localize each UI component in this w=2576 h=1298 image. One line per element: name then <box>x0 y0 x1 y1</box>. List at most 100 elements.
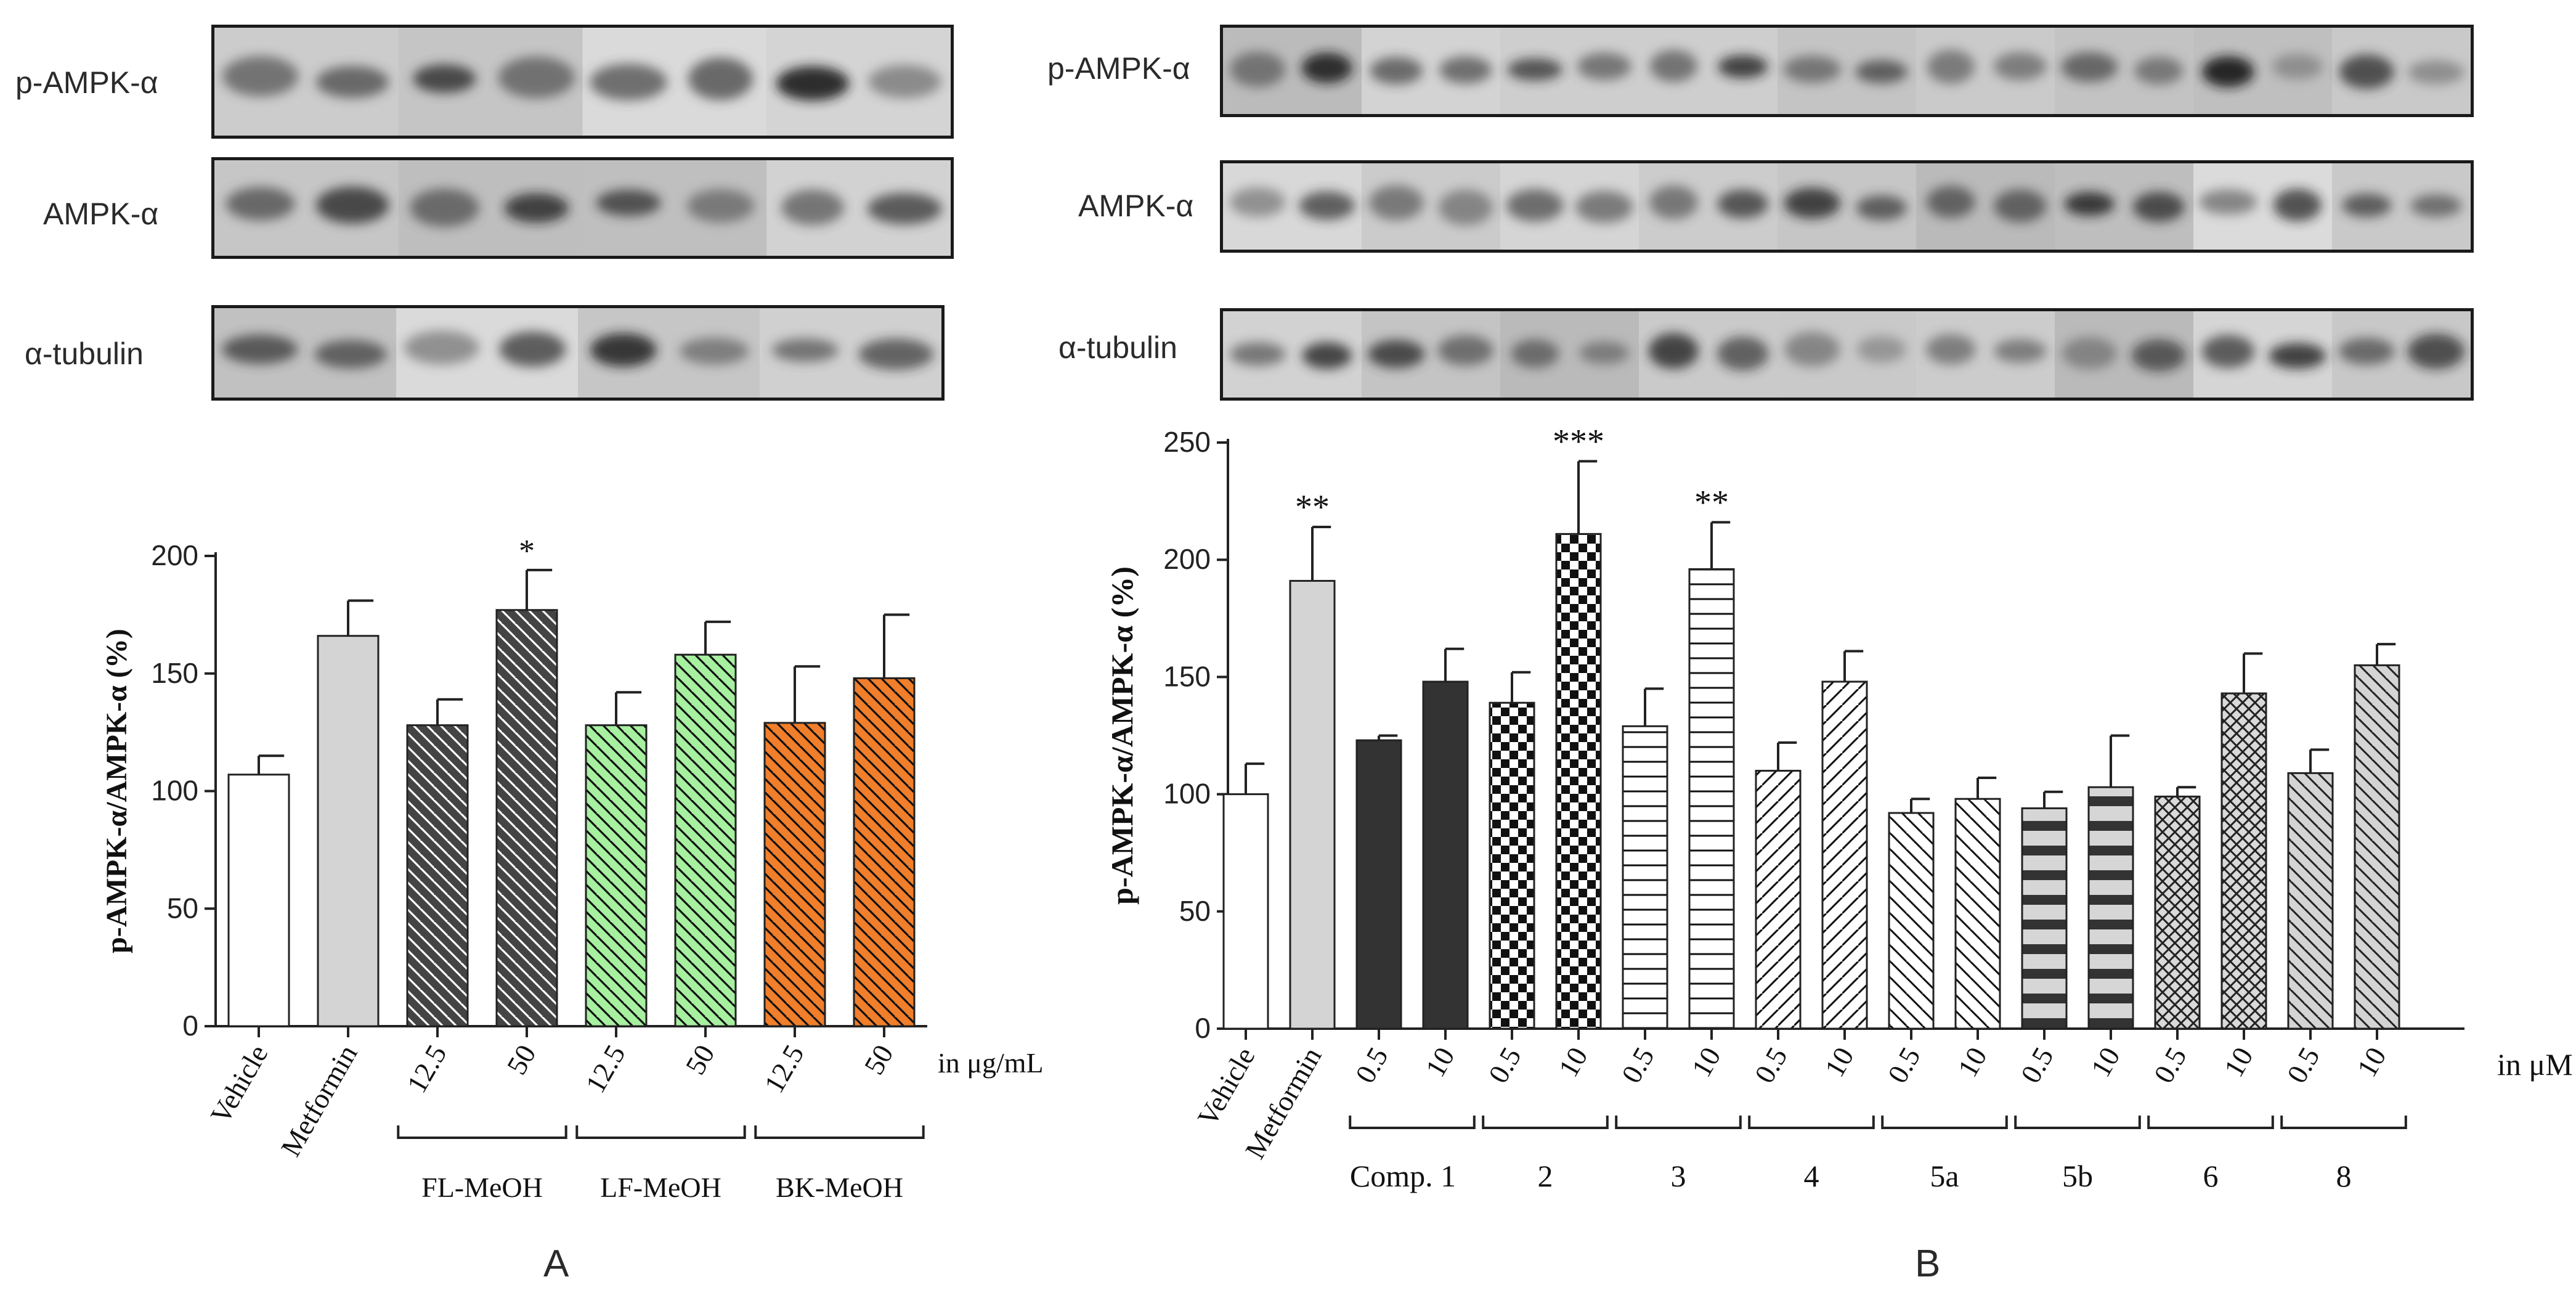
blot-bands <box>1223 163 2471 250</box>
x-tick-label: 0.5 <box>2148 1042 2193 1088</box>
bar <box>317 635 380 1027</box>
blot-band <box>1926 186 1975 218</box>
group-label: 4 <box>1804 1159 1819 1193</box>
blot-band <box>2339 54 2394 89</box>
group-bracket <box>397 1125 567 1139</box>
blot-band <box>1577 52 1631 80</box>
blot-label-a-tubulin: α-tubulin <box>25 337 144 371</box>
group-label: 5a <box>1930 1159 1959 1193</box>
blot-band <box>1230 342 1286 366</box>
blot-band <box>1856 195 1907 221</box>
x-tick-label: 50 <box>858 1040 899 1080</box>
significance-label: * <box>519 534 535 569</box>
group-label: LF-MeOH <box>600 1172 721 1203</box>
x-tick-label: 0.5 <box>1749 1042 1794 1088</box>
y-axis-label: p-AMPK-α/AMPK-α (%) <box>1105 566 1139 905</box>
bar <box>2354 664 2400 1030</box>
x-tick-label: 12.5 <box>579 1040 631 1098</box>
blot-band <box>781 189 844 226</box>
blot-band <box>410 189 479 227</box>
x-tick-label: Vehicle <box>205 1040 274 1129</box>
blot-band <box>1925 334 1976 365</box>
blot-band <box>1437 335 1494 366</box>
blot-band <box>2199 189 2257 215</box>
blot-band <box>2201 56 2254 88</box>
blot-band <box>688 57 754 100</box>
bar <box>674 653 737 1027</box>
blot-band <box>590 63 667 100</box>
western-blot-a-tubulin <box>211 305 945 401</box>
blot-band <box>498 56 575 99</box>
western-blot-a-pampk <box>211 25 954 139</box>
bar <box>2220 692 2267 1030</box>
western-blot-b-tubulin <box>1220 308 2474 401</box>
y-tick-label: 150 <box>151 657 198 689</box>
blot-band <box>1855 60 1908 84</box>
blot-band <box>1506 189 1564 222</box>
group-bracket <box>1748 1116 1875 1129</box>
bar <box>1688 568 1735 1030</box>
blot-band <box>504 193 569 223</box>
x-tick-label: 10 <box>2084 1042 2126 1082</box>
blot-band <box>868 65 941 99</box>
significance-label: ** <box>1295 488 1330 526</box>
x-tick-label: 10 <box>2217 1042 2259 1082</box>
bar <box>1489 701 1535 1030</box>
x-tick-label: 10 <box>2350 1042 2392 1082</box>
x-tick-label: 0.5 <box>1349 1042 1394 1088</box>
blot-band <box>2201 335 2255 368</box>
blot-band <box>2273 189 2322 221</box>
y-tick-label: 0 <box>182 1010 198 1042</box>
blot-band <box>413 64 476 93</box>
y-tick-label: 250 <box>1163 426 1211 458</box>
chart-b: 0 50 100 150 200 250 p-AMPK-α/AMPK-α (%) Vehicl… <box>1105 422 2573 1193</box>
blot-band <box>1649 50 1697 82</box>
blot-band <box>1784 332 1840 367</box>
x-tick-label: 50 <box>500 1040 542 1080</box>
blot-band <box>2407 333 2465 369</box>
x-tick-label: 10 <box>1419 1042 1460 1082</box>
y-tick-label: 150 <box>1163 660 1211 692</box>
blot-band <box>2132 192 2185 222</box>
y-tick-label: 200 <box>1163 543 1211 575</box>
x-tick-label: 0.5 <box>2015 1042 2060 1088</box>
bar <box>1622 725 1668 1030</box>
group-label: FL-MeOH <box>421 1172 543 1203</box>
western-blot-b-pampk <box>1220 25 2474 117</box>
bar <box>853 677 916 1027</box>
blot-band <box>1579 341 1630 364</box>
panel-letter-b: B <box>1915 1243 1941 1285</box>
blot-label-b-tubulin: α-tubulin <box>1058 330 1177 365</box>
blot-band <box>867 193 942 224</box>
blot-band <box>1993 52 2047 81</box>
y-axis-label: p-AMPK-α/AMPK-α (%) <box>100 629 133 953</box>
blot-band <box>1230 187 1286 217</box>
blot-band <box>2064 192 2115 216</box>
unit-label: in μM <box>2497 1047 2573 1082</box>
blot-band <box>2407 60 2464 84</box>
significance-label: ** <box>1694 483 1729 521</box>
blot-bands <box>1223 311 2471 398</box>
blot-band <box>316 66 389 98</box>
y-tick-label: 100 <box>1163 778 1211 810</box>
group-bracket <box>2147 1116 2274 1129</box>
blot-band <box>2272 54 2323 80</box>
blot-band <box>686 189 755 223</box>
bar <box>2287 772 2334 1030</box>
x-tick-label: 12.5 <box>400 1040 452 1098</box>
bar <box>2087 786 2134 1030</box>
blot-band <box>1230 51 1286 88</box>
group-label: 5b <box>2062 1159 2093 1193</box>
bar <box>1821 680 1868 1030</box>
western-blot-b-ampk <box>1220 160 2474 253</box>
x-tick-label: 10 <box>1818 1042 1859 1082</box>
blot-band <box>1717 189 1768 219</box>
blot-band <box>776 66 850 101</box>
group-label: Comp. 1 <box>1350 1159 1456 1193</box>
group-label: 2 <box>1538 1159 1553 1193</box>
x-tick-label: 12.5 <box>758 1040 810 1098</box>
blot-band <box>590 333 657 367</box>
bar <box>1289 579 1336 1030</box>
blot-band <box>771 338 839 362</box>
blot-band <box>2338 337 2395 365</box>
